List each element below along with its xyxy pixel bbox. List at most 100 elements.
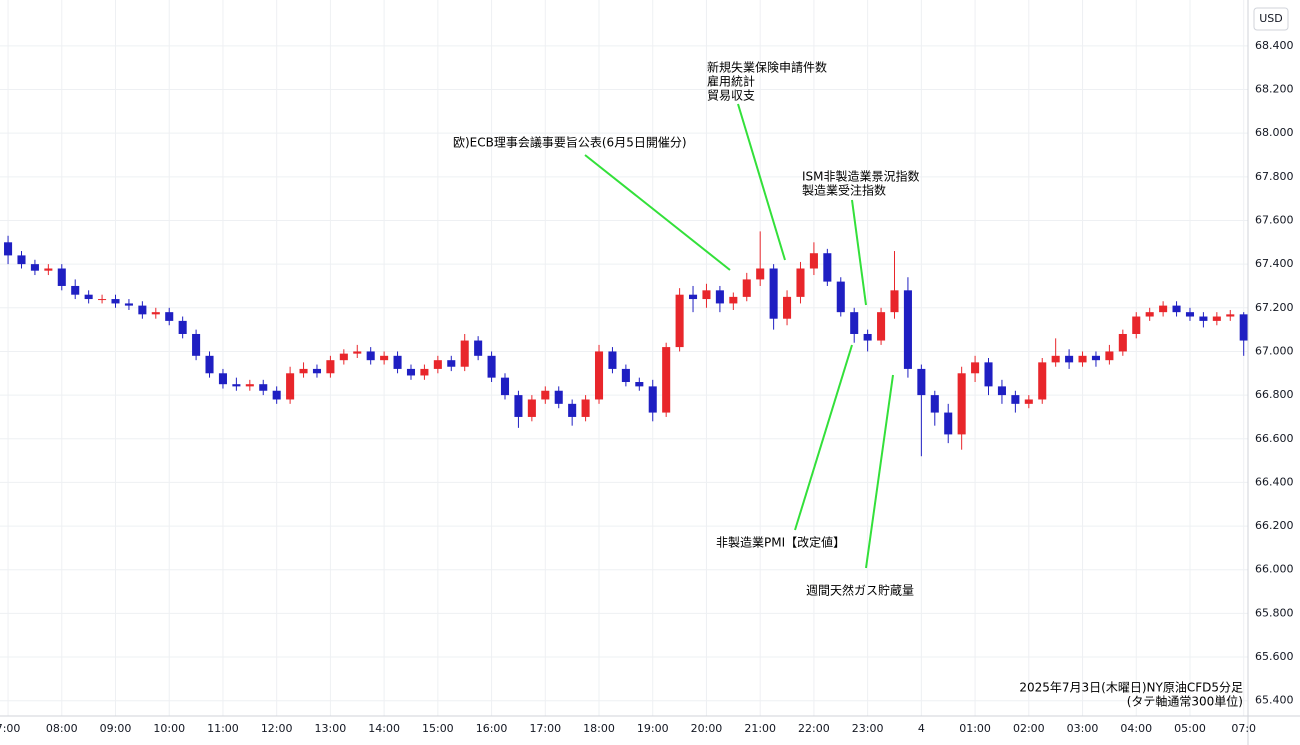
candle-body bbox=[1065, 355, 1074, 363]
annotation-text: 製造業受注指数 bbox=[802, 183, 886, 198]
candle-body bbox=[71, 285, 80, 295]
y-tick-label: 67.600 bbox=[1255, 213, 1294, 226]
annotation-text: 欧)ECB理事会議事要旨公表(6月5日開催分) bbox=[453, 136, 687, 150]
x-tick-label: 09:00 bbox=[100, 722, 132, 735]
annotation-text: ISM非製造業景況指数 bbox=[802, 169, 920, 184]
annotation-line bbox=[584, 154, 731, 271]
x-tick-label: 15:00 bbox=[422, 722, 454, 735]
candle-body bbox=[366, 351, 375, 361]
candle-body bbox=[1172, 305, 1181, 313]
x-tick-label: 23:00 bbox=[852, 722, 884, 735]
candles bbox=[4, 231, 1248, 457]
candle-body bbox=[138, 305, 147, 315]
x-tick-label: 10:00 bbox=[153, 722, 185, 735]
candle-body bbox=[729, 296, 738, 304]
x-tick-label: 02:00 bbox=[1013, 722, 1045, 735]
annotation-line bbox=[737, 103, 786, 261]
candle-body bbox=[30, 264, 39, 271]
candle-body bbox=[151, 312, 160, 315]
candle-body bbox=[756, 268, 765, 280]
y-tick-label: 68.200 bbox=[1255, 83, 1294, 96]
y-tick-label: 66.400 bbox=[1255, 475, 1294, 488]
candle-body bbox=[648, 386, 657, 413]
candle-body bbox=[850, 312, 859, 334]
candle-body bbox=[702, 290, 711, 300]
currency-box bbox=[1253, 7, 1289, 31]
candle-body bbox=[259, 384, 268, 391]
candle-body bbox=[326, 360, 335, 374]
candle-body bbox=[380, 355, 389, 361]
candle-body bbox=[1132, 316, 1141, 334]
annotation-text: 雇用統計 bbox=[707, 74, 755, 89]
candle-body bbox=[353, 351, 362, 354]
annotation-line bbox=[865, 374, 894, 569]
x-tick-label: 18:00 bbox=[583, 722, 615, 735]
annotation-text: 新規失業保険申請件数 bbox=[707, 60, 827, 75]
annotation-text: 貿易収支 bbox=[707, 89, 755, 103]
candle-body bbox=[57, 268, 66, 286]
candle-body bbox=[1078, 355, 1087, 363]
currency: USD bbox=[1259, 12, 1283, 25]
y-tick-label: 68.400 bbox=[1255, 39, 1294, 52]
candle-body bbox=[608, 351, 617, 369]
x-tick-label: 03:00 bbox=[1067, 722, 1099, 735]
candle-body bbox=[581, 399, 590, 417]
candle-body bbox=[769, 268, 778, 319]
y-tick-label: 65.400 bbox=[1255, 694, 1294, 707]
candle-body bbox=[903, 290, 912, 369]
candle-body bbox=[1199, 316, 1208, 321]
candle-body bbox=[232, 384, 241, 387]
x-tick-label: 16:00 bbox=[476, 722, 508, 735]
candle-body bbox=[836, 281, 845, 313]
candle-body bbox=[662, 347, 671, 413]
candle-body bbox=[433, 360, 442, 369]
y-tick-label: 66.600 bbox=[1255, 432, 1294, 445]
candle-body bbox=[863, 333, 872, 341]
candle-body bbox=[1212, 316, 1221, 321]
y-tick-label: 66.200 bbox=[1255, 519, 1294, 532]
candle-body bbox=[44, 268, 53, 271]
x-tick-label: 05:00 bbox=[1174, 722, 1206, 735]
candle-body bbox=[984, 362, 993, 387]
x-tick-label: 19:00 bbox=[637, 722, 669, 735]
y-tick-label: 66.000 bbox=[1255, 563, 1294, 576]
candle-body bbox=[568, 403, 577, 417]
x-tick-label: 04:00 bbox=[1120, 722, 1152, 735]
candle-body bbox=[339, 353, 348, 361]
candle-body bbox=[4, 242, 13, 256]
y-tick-label: 67.400 bbox=[1255, 257, 1294, 270]
axes: 65.400 65.600 65.800 66.000 66.200 66.400 66.6… bbox=[0, 39, 1294, 735]
candle-body bbox=[1239, 314, 1248, 341]
candle-body bbox=[1159, 305, 1168, 313]
candle-body bbox=[621, 368, 630, 383]
candle-body bbox=[930, 395, 939, 413]
x-tick-label: 4 bbox=[918, 722, 925, 735]
annotation-line bbox=[794, 344, 853, 531]
candle-body bbox=[997, 386, 1006, 396]
y-tick-label: 65.800 bbox=[1255, 606, 1294, 619]
candle-body bbox=[541, 390, 550, 400]
candle-body bbox=[1226, 314, 1235, 317]
caption: (タテ軸通常300単位) bbox=[1127, 694, 1243, 709]
candle-body bbox=[554, 390, 563, 404]
x-tick-label: 13:00 bbox=[315, 722, 347, 735]
candle-body bbox=[527, 399, 536, 417]
candle-body bbox=[1185, 312, 1195, 317]
candle-body bbox=[635, 382, 644, 387]
candle-body bbox=[917, 368, 926, 396]
candle-body bbox=[1145, 312, 1154, 317]
x-tick-label: 14:00 bbox=[368, 722, 400, 735]
y-tick-label: 66.800 bbox=[1255, 388, 1294, 401]
candle-body bbox=[245, 384, 254, 387]
candle-body bbox=[944, 412, 953, 435]
candle-body bbox=[111, 299, 120, 304]
candle-body bbox=[742, 279, 751, 297]
x-tick-label: 01:00 bbox=[959, 722, 991, 735]
x-tick-label: 17:00 bbox=[529, 722, 561, 735]
candle-body bbox=[809, 253, 818, 269]
x-tick-label: 7:00 bbox=[0, 722, 20, 735]
candle-body bbox=[406, 368, 416, 376]
candle-body bbox=[1105, 351, 1114, 361]
y-tick-label: 65.600 bbox=[1255, 650, 1294, 663]
